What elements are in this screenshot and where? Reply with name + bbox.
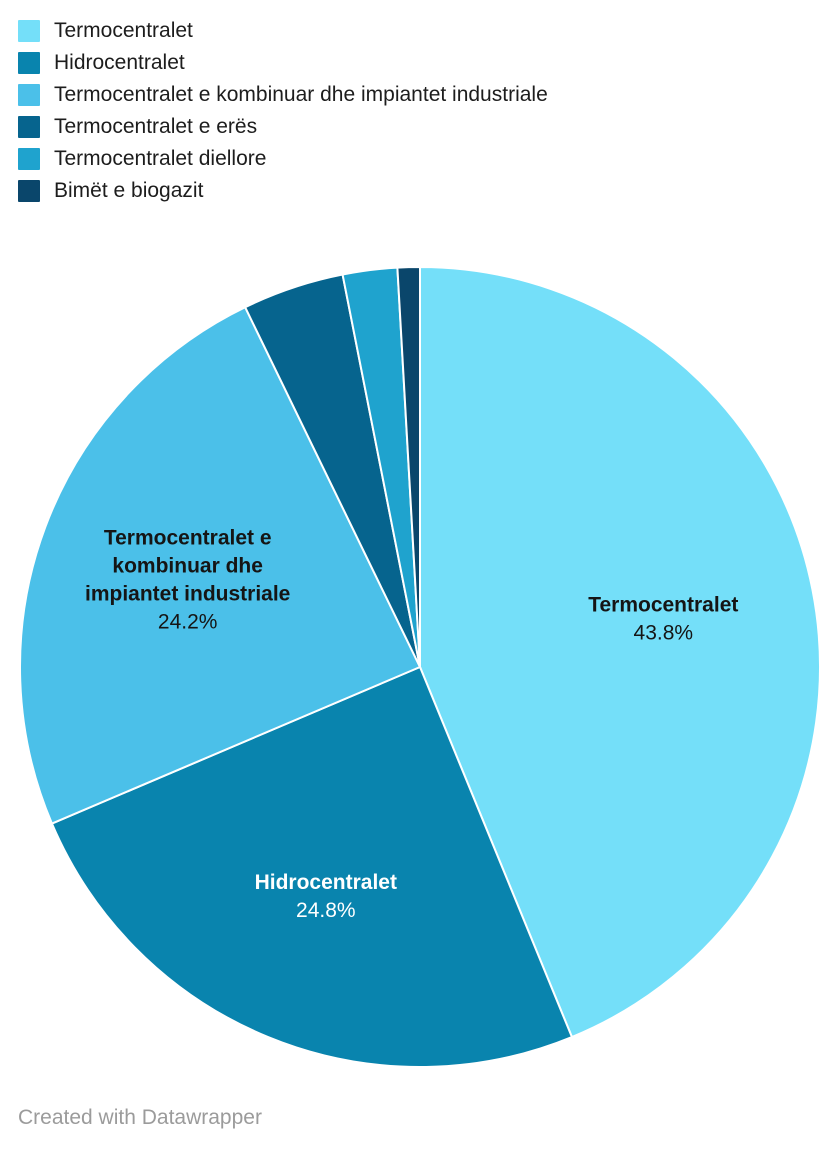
- legend-label: Termocentralet diellore: [54, 147, 267, 170]
- slice-name-label: kombinuar dhe: [112, 555, 263, 578]
- legend-item: Termocentralet e kombinuar dhe impiantet…: [18, 84, 548, 106]
- pie-slice-termocentralet-e-kombinuar-dhe-impiantet-industriale[interactable]: [19, 306, 421, 825]
- legend-item: Bimët e biogazit: [18, 180, 548, 202]
- legend-item: Termocentralet e erës: [18, 116, 548, 138]
- legend-swatch: [18, 20, 40, 42]
- legend-label: Termocentralet: [54, 19, 193, 42]
- slice-name-label: impiantet industriale: [85, 583, 290, 606]
- legend-swatch: [18, 116, 40, 138]
- slice-percent-label: 24.2%: [158, 611, 218, 634]
- legend-label: Bimët e biogazit: [54, 179, 204, 202]
- legend-swatch: [18, 180, 40, 202]
- pie-slice-bim-t-e-biogazit[interactable]: [396, 266, 421, 668]
- pie-slice-termocentralet[interactable]: [419, 266, 821, 1039]
- slice-name-label: Termocentralet e: [104, 527, 272, 550]
- legend-item: Termocentralet: [18, 20, 548, 42]
- legend: Termocentralet Hidrocentralet Termocentral…: [18, 20, 548, 202]
- legend-swatch: [18, 52, 40, 74]
- slice-percent-label: 24.8%: [296, 899, 356, 922]
- legend-label: Termocentralet e kombinuar dhe impiantet…: [54, 83, 548, 106]
- legend-label: Hidrocentralet: [54, 51, 185, 74]
- legend-item: Termocentralet diellore: [18, 148, 548, 170]
- slice-percent-label: 43.8%: [634, 622, 694, 645]
- slice-name-label: Hidrocentralet: [255, 871, 397, 894]
- datawrapper-credit-link[interactable]: Created with Datawrapper: [18, 1106, 262, 1129]
- legend-swatch: [18, 84, 40, 106]
- legend-item: Hidrocentralet: [18, 52, 548, 74]
- legend-label: Termocentralet e erës: [54, 115, 258, 138]
- legend-swatch: [18, 148, 40, 170]
- slice-name-label: Termocentralet: [588, 594, 738, 617]
- pie-slice-hidrocentralet[interactable]: [50, 666, 573, 1068]
